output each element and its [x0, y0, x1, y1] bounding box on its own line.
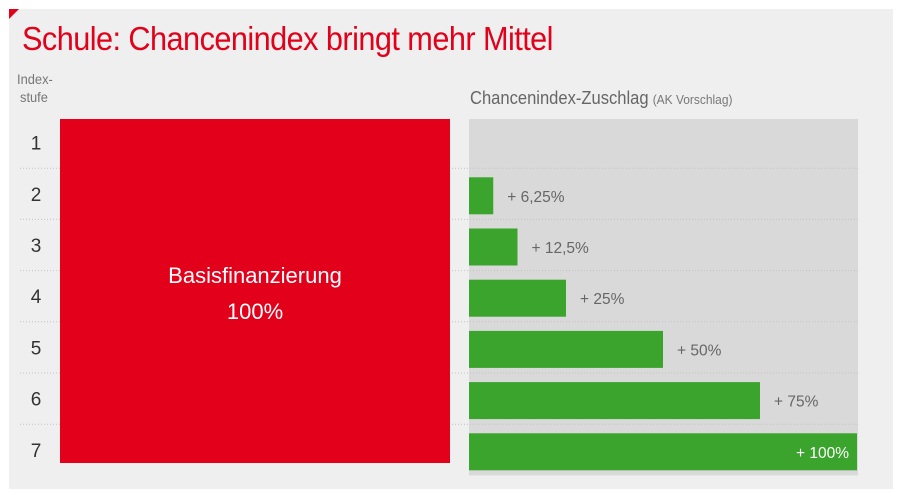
base-financing-value: 100%	[227, 299, 283, 324]
index-level-label: 4	[31, 287, 42, 308]
base-financing-block	[60, 119, 450, 463]
zuschlag-bar	[469, 433, 857, 471]
base-financing-label: Basisfinanzierung	[168, 263, 342, 288]
zuschlag-bar	[469, 228, 518, 266]
index-level-label: 2	[31, 185, 42, 206]
zuschlag-header-sub: (AK Vorschlag)	[652, 92, 733, 107]
corner-mark	[9, 9, 19, 19]
row-header-line-1: Index-	[17, 71, 53, 87]
zuschlag-value-label: + 100%	[796, 445, 849, 462]
zuschlag-bar	[469, 330, 663, 368]
zuschlag-value-label: + 75%	[774, 394, 819, 411]
index-level-label: 1	[31, 134, 42, 155]
index-level-label: 3	[31, 236, 42, 257]
index-level-label: 6	[31, 390, 42, 411]
index-level-label: 5	[31, 338, 42, 359]
zuschlag-bar	[469, 279, 566, 317]
zuschlag-bar	[469, 177, 494, 215]
zuschlag-header: Chancenindex-Zuschlag (AK Vorschlag)	[470, 88, 732, 109]
zuschlag-value-label: + 6,25%	[507, 189, 565, 206]
row-header-line-2: stufe	[20, 89, 48, 105]
zuschlag-value-label: + 25%	[580, 291, 625, 308]
zuschlag-header-main: Chancenindex-Zuschlag	[470, 88, 649, 108]
chart-title: Schule: Chancenindex bringt mehr Mittel	[22, 20, 554, 57]
index-level-label: 7	[31, 441, 42, 462]
zuschlag-bar	[469, 382, 760, 420]
zuschlag-value-label: + 12,5%	[532, 240, 590, 257]
zuschlag-value-label: + 50%	[677, 342, 722, 359]
